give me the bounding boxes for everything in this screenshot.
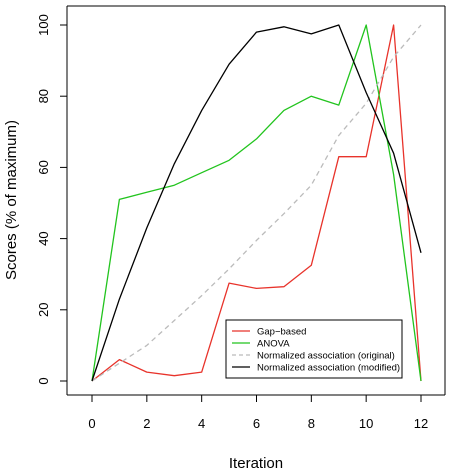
x-axis-title: Iteration (229, 455, 283, 472)
x-tick-label: 12 (414, 416, 428, 431)
legend-box (225, 319, 403, 379)
y-tick-label: 20 (36, 303, 51, 317)
series-line-4 (91, 24, 422, 382)
y-tick-label: 40 (36, 231, 51, 245)
x-axis-ticks: 0 2 4 6 8 10 12 (88, 395, 428, 431)
series-line-2 (91, 24, 422, 382)
x-tick-label: 10 (359, 416, 373, 431)
x-tick-label: 4 (198, 416, 205, 431)
series-line-1 (91, 24, 422, 382)
y-axis-title: Scores (% of maximum) (3, 120, 20, 280)
legend-label: Gap−based (257, 327, 306, 338)
x-tick-label: 8 (308, 416, 315, 431)
y-tick-label: 80 (36, 89, 51, 103)
y-tick-label: 100 (36, 14, 51, 36)
series-layer (91, 24, 422, 382)
legend-label: ANOVA (257, 339, 290, 350)
legend-label: Normalized association (original) (257, 351, 395, 362)
x-tick-label: 6 (253, 416, 260, 431)
series-line-3 (91, 24, 422, 382)
y-axis-ticks: 0 20 40 60 80 100 (36, 14, 67, 385)
x-tick-label: 2 (143, 416, 150, 431)
y-tick-label: 0 (36, 377, 51, 384)
x-tick-label: 0 (88, 416, 95, 431)
y-tick-label: 60 (36, 160, 51, 174)
legend-label: Normalized association (modified) (257, 363, 400, 374)
